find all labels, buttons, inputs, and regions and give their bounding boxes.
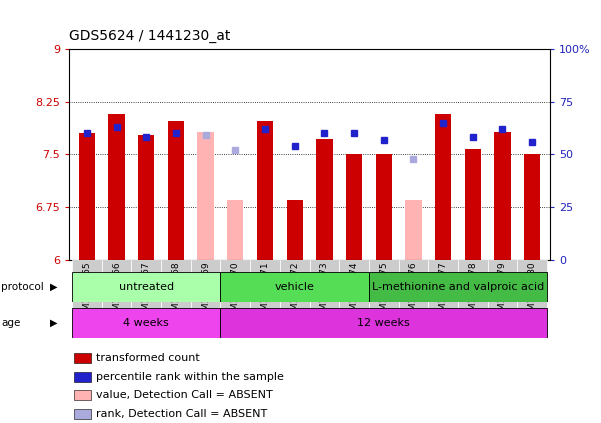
Bar [132, 260, 161, 309]
Bar [221, 260, 250, 309]
Bar [346, 154, 362, 260]
Text: ▶: ▶ [50, 318, 57, 328]
Text: vehicle: vehicle [275, 282, 314, 292]
Bar [221, 308, 547, 338]
Text: GSM1520979: GSM1520979 [498, 261, 507, 322]
Text: GSM1520972: GSM1520972 [290, 261, 299, 322]
Bar [517, 260, 547, 309]
Bar [465, 149, 481, 260]
Bar [487, 260, 517, 309]
Text: age: age [1, 318, 20, 328]
Text: GSM1520966: GSM1520966 [112, 261, 121, 322]
Bar [287, 200, 303, 260]
Text: transformed count: transformed count [96, 353, 200, 363]
Bar [79, 133, 95, 260]
Text: GSM1520967: GSM1520967 [142, 261, 151, 322]
Text: GSM1520977: GSM1520977 [439, 261, 448, 322]
Bar [435, 113, 451, 260]
Text: 12 weeks: 12 weeks [358, 318, 410, 328]
Bar [198, 132, 214, 260]
Bar [102, 260, 132, 309]
Text: GSM1520970: GSM1520970 [231, 261, 240, 322]
Bar [221, 272, 369, 302]
Bar [376, 154, 392, 260]
Text: ▶: ▶ [50, 282, 57, 292]
Bar [72, 260, 102, 309]
Text: GDS5624 / 1441230_at: GDS5624 / 1441230_at [69, 30, 231, 44]
Text: percentile rank within the sample: percentile rank within the sample [96, 372, 284, 382]
Bar [257, 121, 273, 260]
Bar [168, 121, 184, 260]
Bar [74, 353, 91, 363]
Bar [458, 260, 487, 309]
Bar [494, 132, 511, 260]
Bar [369, 272, 547, 302]
Bar [74, 409, 91, 419]
Bar [280, 260, 310, 309]
Bar [339, 260, 369, 309]
Bar [138, 135, 154, 260]
Text: 4 weeks: 4 weeks [123, 318, 169, 328]
Text: protocol: protocol [1, 282, 44, 292]
Text: GSM1520976: GSM1520976 [409, 261, 418, 322]
Bar [405, 200, 421, 260]
Text: GSM1520975: GSM1520975 [379, 261, 388, 322]
Text: GSM1520974: GSM1520974 [350, 261, 359, 322]
Text: rank, Detection Call = ABSENT: rank, Detection Call = ABSENT [96, 409, 267, 419]
Bar [316, 139, 332, 260]
Text: untreated: untreated [119, 282, 174, 292]
Bar [227, 200, 243, 260]
Text: GSM1520980: GSM1520980 [528, 261, 537, 322]
Text: GSM1520978: GSM1520978 [468, 261, 477, 322]
Text: L-methionine and valproic acid: L-methionine and valproic acid [372, 282, 544, 292]
Text: GSM1520969: GSM1520969 [201, 261, 210, 322]
Text: value, Detection Call = ABSENT: value, Detection Call = ABSENT [96, 390, 272, 400]
Bar [310, 260, 339, 309]
Bar [74, 390, 91, 400]
Bar [108, 113, 125, 260]
Bar [524, 154, 540, 260]
Bar [161, 260, 191, 309]
Text: GSM1520971: GSM1520971 [260, 261, 269, 322]
Bar [429, 260, 458, 309]
Bar [191, 260, 221, 309]
Text: GSM1520965: GSM1520965 [82, 261, 91, 322]
Bar [72, 308, 221, 338]
Text: GSM1520968: GSM1520968 [171, 261, 180, 322]
Bar [72, 272, 221, 302]
Bar [398, 260, 429, 309]
Bar [74, 372, 91, 382]
Bar [250, 260, 280, 309]
Text: GSM1520973: GSM1520973 [320, 261, 329, 322]
Bar [369, 260, 398, 309]
